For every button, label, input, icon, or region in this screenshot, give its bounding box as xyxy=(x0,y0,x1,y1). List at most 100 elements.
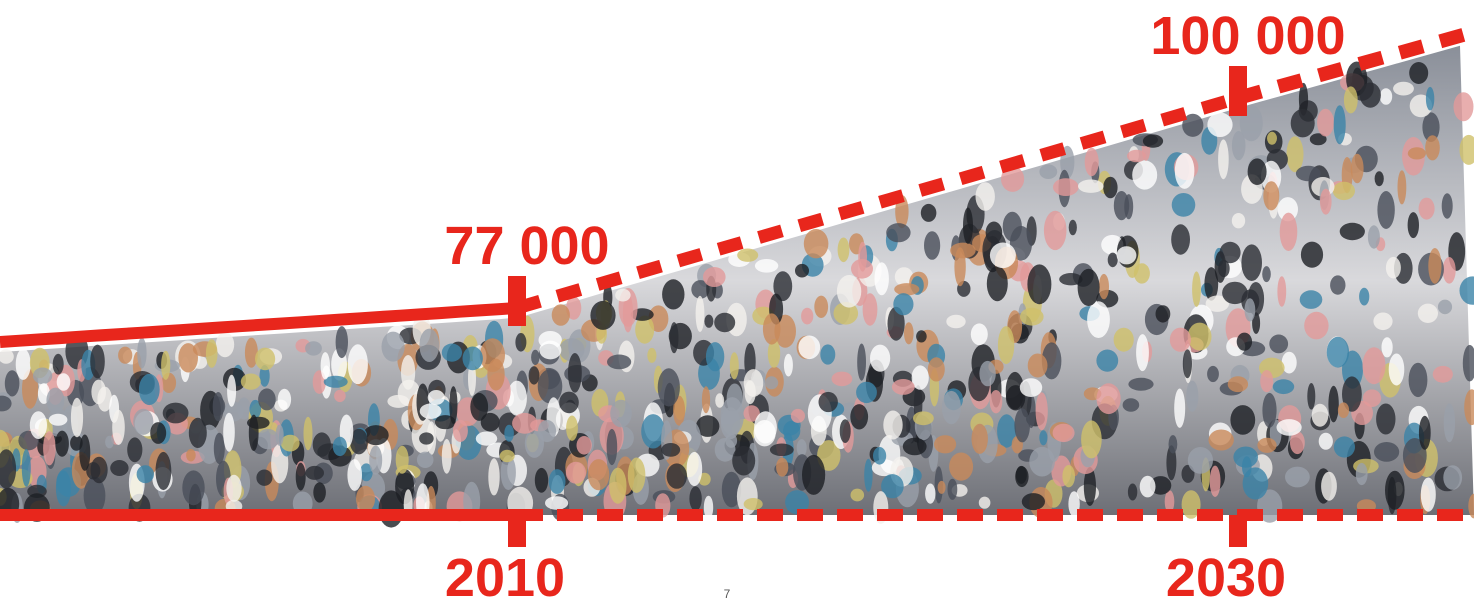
crowd-figure xyxy=(1085,148,1099,176)
crowd-figure xyxy=(903,438,927,456)
crowd-figure xyxy=(1363,347,1386,384)
crowd-figure xyxy=(1304,312,1328,340)
crowd-figure xyxy=(1320,189,1332,215)
crowd-figure xyxy=(838,238,850,263)
crowd-figure xyxy=(1232,213,1245,228)
crowd-figure xyxy=(1285,467,1310,488)
crowd-figure xyxy=(1020,308,1044,326)
crowd-figure xyxy=(976,182,995,211)
crowd-figure xyxy=(382,332,405,362)
crowd-figure xyxy=(369,446,382,475)
crowd-figure xyxy=(689,486,701,511)
crowd-figure xyxy=(22,449,31,487)
crowd-figure xyxy=(278,389,291,410)
crowd-figure xyxy=(1443,257,1456,284)
crowd-figure xyxy=(763,313,781,344)
crowd-figure xyxy=(46,388,64,414)
crowd-figure xyxy=(1418,304,1438,323)
crowd-figure xyxy=(304,417,313,451)
crowd-figure xyxy=(1376,404,1395,435)
crowd-figure xyxy=(1027,264,1051,304)
crowd-figure xyxy=(568,353,582,393)
crowd-figure xyxy=(721,407,741,439)
crowd-figure xyxy=(837,275,861,308)
crowd-figure xyxy=(1300,290,1323,309)
crowd-figure xyxy=(442,439,452,474)
crowd-figure xyxy=(488,458,499,495)
crowd-figure xyxy=(1078,180,1104,193)
crowd-figure xyxy=(1330,275,1345,294)
crowd-illustration xyxy=(0,46,1474,528)
crowd-figure xyxy=(137,465,154,483)
crowd-figure xyxy=(1438,300,1452,315)
crowd-figure xyxy=(539,341,561,360)
crowd-figure xyxy=(819,392,838,412)
crowd-figure xyxy=(628,458,646,493)
crowd-figure xyxy=(1327,337,1349,368)
crowd-figure xyxy=(765,376,778,389)
crowd-figure xyxy=(661,443,680,457)
crowd-figure xyxy=(577,436,592,455)
crowd-figure xyxy=(1419,198,1435,220)
crowd-figure xyxy=(1241,244,1262,281)
crowd-figure xyxy=(1277,419,1302,436)
crowd-figure xyxy=(938,481,946,494)
crowd-figure xyxy=(730,352,739,379)
crowd-figure xyxy=(857,344,866,381)
crowd-figure xyxy=(1363,389,1381,407)
crowd-figure xyxy=(216,332,234,357)
crowd-figure xyxy=(453,420,468,442)
crowd-figure xyxy=(840,419,851,443)
crowd-figure xyxy=(476,432,497,446)
crowd-figure xyxy=(1409,62,1428,84)
crowd-figure xyxy=(1156,305,1171,322)
crowd-figure xyxy=(559,392,579,414)
crowd-figure xyxy=(1207,112,1232,137)
crowd-figure xyxy=(702,386,710,413)
crowd-figure xyxy=(105,436,114,449)
crowd-figure xyxy=(1028,354,1048,378)
crowd-figure xyxy=(336,326,348,358)
crowd-figure xyxy=(1128,378,1153,391)
crowd-figure xyxy=(795,264,809,278)
crowd-figure xyxy=(313,482,326,502)
crowd-figure xyxy=(1022,493,1045,510)
crowd-figure xyxy=(150,422,166,444)
crowd-figure xyxy=(91,380,106,405)
crowd-figure xyxy=(545,496,568,510)
crowd-figure xyxy=(590,301,615,330)
value-label: 77 000 xyxy=(444,216,609,276)
crowd-figure xyxy=(241,374,261,390)
crowd-figure xyxy=(84,477,106,515)
crowd-figure xyxy=(875,262,889,295)
crowd-figure xyxy=(744,369,764,397)
crowd-figure xyxy=(226,475,241,502)
crowd-figure xyxy=(1291,109,1315,137)
crowd-figure xyxy=(696,296,705,332)
crowd-figure xyxy=(420,404,442,419)
crowd-figure xyxy=(500,450,515,462)
crowd-figure xyxy=(1039,430,1047,445)
crowd-figure xyxy=(401,355,415,390)
crowd-figure xyxy=(1140,476,1156,498)
crowd-figure xyxy=(189,418,207,448)
crowd-figure xyxy=(348,344,368,384)
crowd-figure xyxy=(687,452,703,486)
crowd-figure xyxy=(1078,269,1100,306)
page: {"chart_data": {"type": "area", "x": [20… xyxy=(0,0,1474,602)
crowd-figure xyxy=(1127,150,1146,162)
crowd-figure xyxy=(258,388,276,410)
crowd-figure xyxy=(1220,242,1241,263)
crowd-figure xyxy=(814,296,828,318)
crowd-figure xyxy=(463,347,483,371)
crowd-figure xyxy=(801,308,813,325)
crowd-figure xyxy=(1053,178,1079,196)
crowd-figure xyxy=(139,374,160,405)
crowd-figure xyxy=(428,390,445,405)
crowd-figure xyxy=(798,336,820,360)
crowd-figure xyxy=(1340,223,1365,240)
crowd-figure xyxy=(1099,274,1109,299)
crowd-figure xyxy=(706,342,724,371)
crowd-figure xyxy=(894,283,919,295)
crowd-figure xyxy=(1188,447,1213,474)
